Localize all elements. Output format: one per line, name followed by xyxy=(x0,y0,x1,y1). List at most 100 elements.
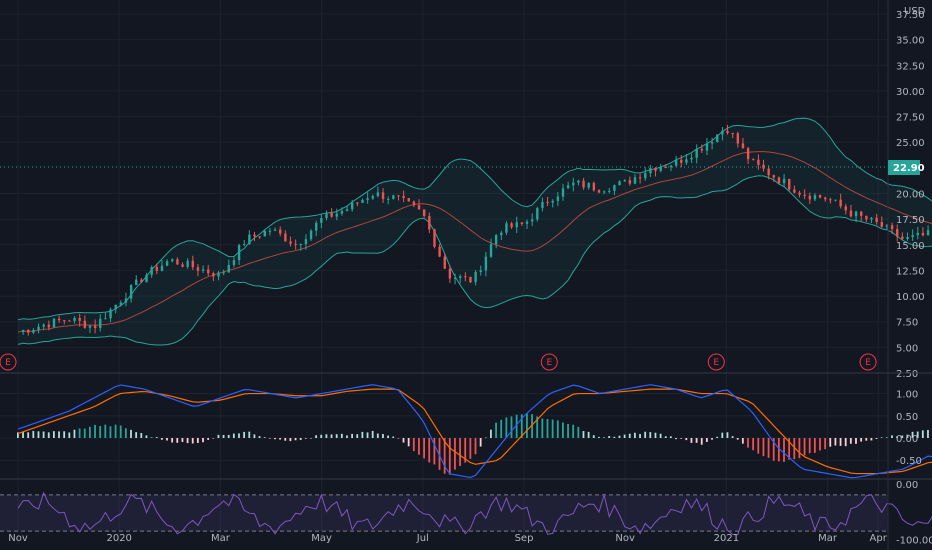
candle-body xyxy=(906,236,909,239)
macd-hist-bar xyxy=(510,416,513,438)
macd-hist-bar xyxy=(176,438,179,443)
candle-body xyxy=(834,199,837,201)
candle-body xyxy=(289,241,292,244)
macd-hist-bar xyxy=(104,424,107,438)
candle-body xyxy=(793,189,796,193)
candle-body xyxy=(181,264,184,267)
macd-hist-bar xyxy=(500,419,503,438)
candle-body xyxy=(726,130,729,133)
macd-hist-bar xyxy=(279,438,282,440)
candle-body xyxy=(520,222,524,224)
earnings-marker[interactable] xyxy=(859,353,877,371)
candle-body xyxy=(587,183,590,188)
candle-body xyxy=(412,201,416,206)
macd-hist-bar xyxy=(268,438,271,439)
macd-hist-bar xyxy=(94,424,96,438)
candle-body xyxy=(150,266,153,275)
macd-hist-bar xyxy=(747,438,749,448)
earnings-marker[interactable] xyxy=(707,353,725,371)
candle-body xyxy=(690,157,693,160)
axes: 37.50 35.00 32.50 30.00 27.50 25.00 20.00 17.50… xyxy=(8,10,932,546)
candle-body xyxy=(695,148,698,158)
candle-body xyxy=(510,223,513,228)
candle-body xyxy=(911,235,914,237)
candle-body xyxy=(386,198,390,200)
macd-hist-bar xyxy=(520,414,523,438)
candle-body xyxy=(813,195,817,200)
macd-y-tick: 0.50 xyxy=(896,412,918,423)
candle-body xyxy=(165,261,169,266)
candle-body xyxy=(356,202,359,204)
candle-body xyxy=(680,159,683,163)
candle-body xyxy=(309,230,313,240)
macd-hist-bar xyxy=(515,414,518,438)
candle-body xyxy=(243,244,246,246)
candle-body xyxy=(875,217,878,223)
candle-body xyxy=(335,213,338,217)
macd-hist-bar xyxy=(382,434,384,438)
candle-body xyxy=(124,298,128,303)
macd-hist-bar xyxy=(813,438,816,453)
macd-panel xyxy=(0,384,932,479)
macd-hist-bar xyxy=(844,438,847,447)
candle-body xyxy=(63,320,66,322)
macd-hist-bar xyxy=(639,433,641,438)
macd-hist-bar xyxy=(788,438,791,460)
y-tick-label: 15.00 xyxy=(896,241,925,252)
macd-hist-bar xyxy=(849,438,852,444)
candle-body xyxy=(232,260,236,266)
candle-body xyxy=(710,142,714,144)
candle-body xyxy=(345,209,349,211)
candle-body xyxy=(494,235,498,245)
candle-body xyxy=(443,256,446,269)
candle-body xyxy=(618,181,621,186)
current-price-tag xyxy=(888,160,920,175)
macd-hist-bar xyxy=(248,431,251,438)
candle-body xyxy=(279,229,282,234)
candle-body xyxy=(736,133,740,144)
macd-hist-bar xyxy=(562,422,564,438)
macd-hist-bar xyxy=(608,435,611,438)
macd-hist-bar xyxy=(921,430,924,438)
earnings-markers[interactable]: EEEEEEE xyxy=(0,353,932,371)
rsi-y-tick: 0.00 xyxy=(896,480,918,491)
candle-body xyxy=(428,216,431,230)
macd-y-tick: 0.00 xyxy=(896,434,918,445)
y-tick-label: 12.50 xyxy=(896,266,925,277)
macd-hist-bar xyxy=(304,438,307,439)
candle-body xyxy=(818,195,822,198)
candle-body xyxy=(829,199,832,201)
currency-label: USD xyxy=(904,6,926,17)
candle-body xyxy=(268,230,272,232)
candle-body xyxy=(438,246,441,257)
macd-hist-bar xyxy=(916,431,919,438)
macd-hist-bar xyxy=(361,431,364,438)
candle-body xyxy=(304,239,308,245)
macd-hist-bar xyxy=(901,435,904,438)
candle-body xyxy=(248,234,251,245)
macd-hist-bar xyxy=(546,418,549,438)
macd-hist-bar xyxy=(63,431,66,438)
x-tick-label: Mar xyxy=(211,533,231,544)
candle-body xyxy=(325,212,328,219)
candle-body xyxy=(901,236,904,239)
candle-body xyxy=(330,212,333,217)
candle-body xyxy=(453,277,457,279)
earnings-marker-label: E xyxy=(713,358,719,368)
macd-hist-bar xyxy=(598,436,600,438)
candle-body xyxy=(669,165,673,168)
candle-body xyxy=(458,276,462,278)
macd-hist-bar xyxy=(83,428,86,438)
candle-body xyxy=(926,230,930,236)
earnings-marker[interactable] xyxy=(0,353,17,371)
x-tick-label: Sep xyxy=(515,533,534,544)
macd-y-tick: 1.00 xyxy=(896,390,918,401)
earnings-marker[interactable] xyxy=(540,353,558,371)
candle-body xyxy=(741,143,745,149)
macd-hist-bar xyxy=(808,438,811,454)
earnings-marker-label: E xyxy=(865,358,871,368)
macd-hist-bar xyxy=(839,438,842,446)
candle-body xyxy=(21,329,25,333)
macd-hist-bar xyxy=(505,417,508,438)
